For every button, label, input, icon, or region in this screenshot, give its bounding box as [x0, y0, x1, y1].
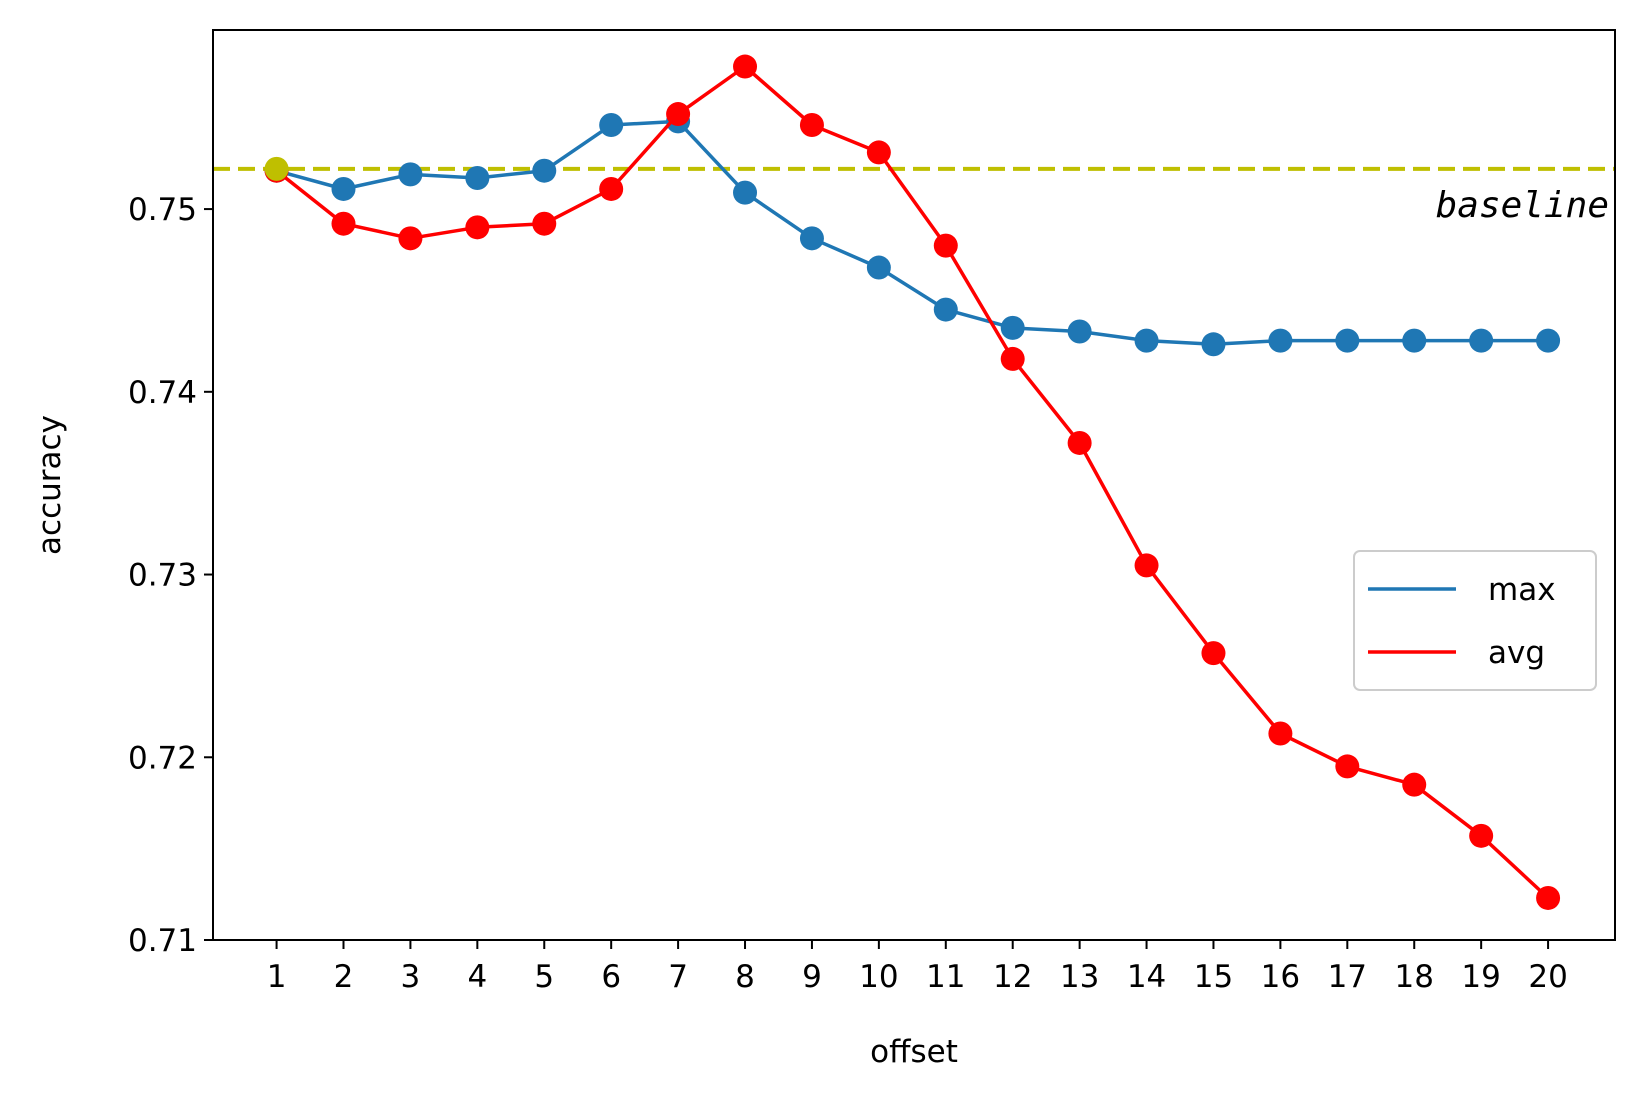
y-tick-label-0.72: 0.72: [128, 740, 197, 776]
x-tick-label-12: 12: [993, 959, 1032, 995]
point-avg-11: [933, 233, 958, 258]
legend-box: [1353, 550, 1597, 691]
point-max-8: [733, 180, 758, 205]
point-max-4: [465, 166, 490, 191]
x-tick-label-5: 5: [534, 959, 554, 995]
point-avg-9: [799, 113, 824, 138]
point-max-9: [799, 226, 824, 251]
point-max-6: [599, 113, 624, 138]
x-tick-label-11: 11: [926, 959, 965, 995]
point-avg-19: [1469, 823, 1494, 848]
baseline-marker: [264, 156, 289, 181]
point-avg-12: [1000, 346, 1025, 371]
x-tick-label-7: 7: [668, 959, 688, 995]
point-avg-2: [331, 211, 356, 236]
baseline-label: baseline: [1436, 185, 1609, 226]
x-tick-label-19: 19: [1461, 959, 1500, 995]
x-tick-label-9: 9: [802, 959, 822, 995]
y-tick-label-0.71: 0.71: [128, 923, 197, 959]
x-tick-label-13: 13: [1060, 959, 1099, 995]
x-tick-label-2: 2: [334, 959, 354, 995]
y-tick-label-0.75: 0.75: [128, 192, 197, 228]
x-tick-label-17: 17: [1328, 959, 1367, 995]
point-max-13: [1067, 319, 1092, 344]
point-avg-7: [666, 102, 691, 127]
x-tick-label-20: 20: [1528, 959, 1567, 995]
point-max-16: [1268, 328, 1293, 353]
plot-frame: [212, 29, 1616, 941]
x-tick-label-18: 18: [1395, 959, 1434, 995]
y-axis-title: accuracy: [32, 415, 68, 555]
point-avg-8: [733, 54, 758, 79]
x-tick-label-6: 6: [601, 959, 621, 995]
legend-label-avg: avg: [1488, 635, 1545, 671]
point-avg-4: [465, 215, 490, 240]
point-avg-6: [599, 176, 624, 201]
point-avg-10: [866, 140, 891, 165]
point-max-20: [1536, 328, 1561, 353]
point-max-10: [866, 255, 891, 280]
y-tick-label-0.73: 0.73: [128, 558, 197, 594]
point-avg-18: [1402, 772, 1427, 797]
point-avg-17: [1335, 754, 1360, 779]
point-max-14: [1134, 328, 1159, 353]
point-max-12: [1000, 315, 1025, 340]
plot-area: baseline: [213, 54, 1615, 910]
legend-label-max: max: [1488, 572, 1556, 608]
point-max-3: [398, 162, 423, 187]
point-avg-13: [1067, 430, 1092, 455]
x-tick-label-14: 14: [1127, 959, 1166, 995]
point-avg-14: [1134, 553, 1159, 578]
point-max-17: [1335, 328, 1360, 353]
x-tick-label-8: 8: [735, 959, 755, 995]
x-tick-label-10: 10: [859, 959, 898, 995]
legend: max avg: [1353, 550, 1597, 691]
point-avg-16: [1268, 721, 1293, 746]
point-avg-3: [398, 226, 423, 251]
point-max-15: [1201, 332, 1226, 357]
point-avg-5: [532, 211, 557, 236]
point-avg-20: [1536, 885, 1561, 910]
point-max-19: [1469, 328, 1494, 353]
x-tick-label-3: 3: [401, 959, 421, 995]
point-max-11: [933, 297, 958, 322]
x-tick-label-4: 4: [467, 959, 487, 995]
x-tick-label-15: 15: [1194, 959, 1233, 995]
point-avg-15: [1201, 641, 1226, 666]
y-tick-label-0.74: 0.74: [128, 375, 197, 411]
point-max-2: [331, 176, 356, 201]
x-axis-title: offset: [870, 1034, 958, 1070]
x-tick-label-1: 1: [267, 959, 287, 995]
point-max-18: [1402, 328, 1427, 353]
x-tick-label-16: 16: [1261, 959, 1300, 995]
point-max-5: [532, 158, 557, 183]
axes: 1 2 3 4 5 6 7 8 9 10 11 12 13 14 15 16 17 18 19 200.710.720…: [128, 192, 1568, 995]
